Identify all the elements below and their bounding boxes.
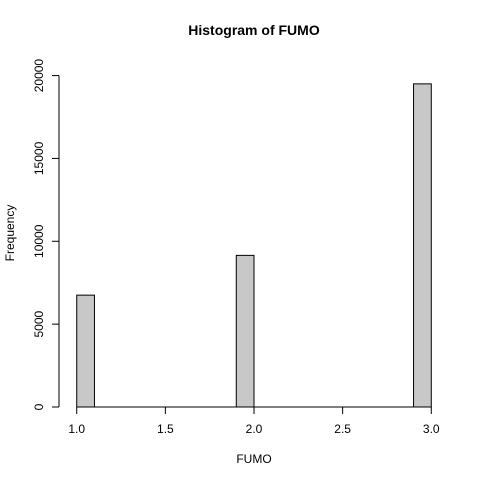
chart-title: Histogram of FUMO [188,22,320,38]
histogram-bar [413,83,432,408]
x-axis-label: FUMO [236,452,271,466]
y-tick-label: 5000 [32,310,46,337]
x-tick-label: 1.0 [68,422,85,436]
bars-group [76,83,432,408]
y-axis-label: Frequency [3,205,17,262]
x-tick-label: 3.0 [423,422,440,436]
x-axis: 1.0 1.5 2.0 2.5 3.0 [68,406,440,436]
y-axis: 0 5000 10000 15000 20000 [32,59,60,410]
histogram-bar [76,294,95,408]
y-tick-label: 0 [32,403,46,410]
x-tick-label: 2.5 [334,422,351,436]
x-tick-label: 2.0 [246,422,263,436]
x-tick-label: 1.5 [157,422,174,436]
y-tick-label: 15000 [32,141,46,175]
histogram-bar [235,254,255,408]
y-tick-label: 10000 [32,224,46,258]
y-tick-label: 20000 [32,59,46,93]
